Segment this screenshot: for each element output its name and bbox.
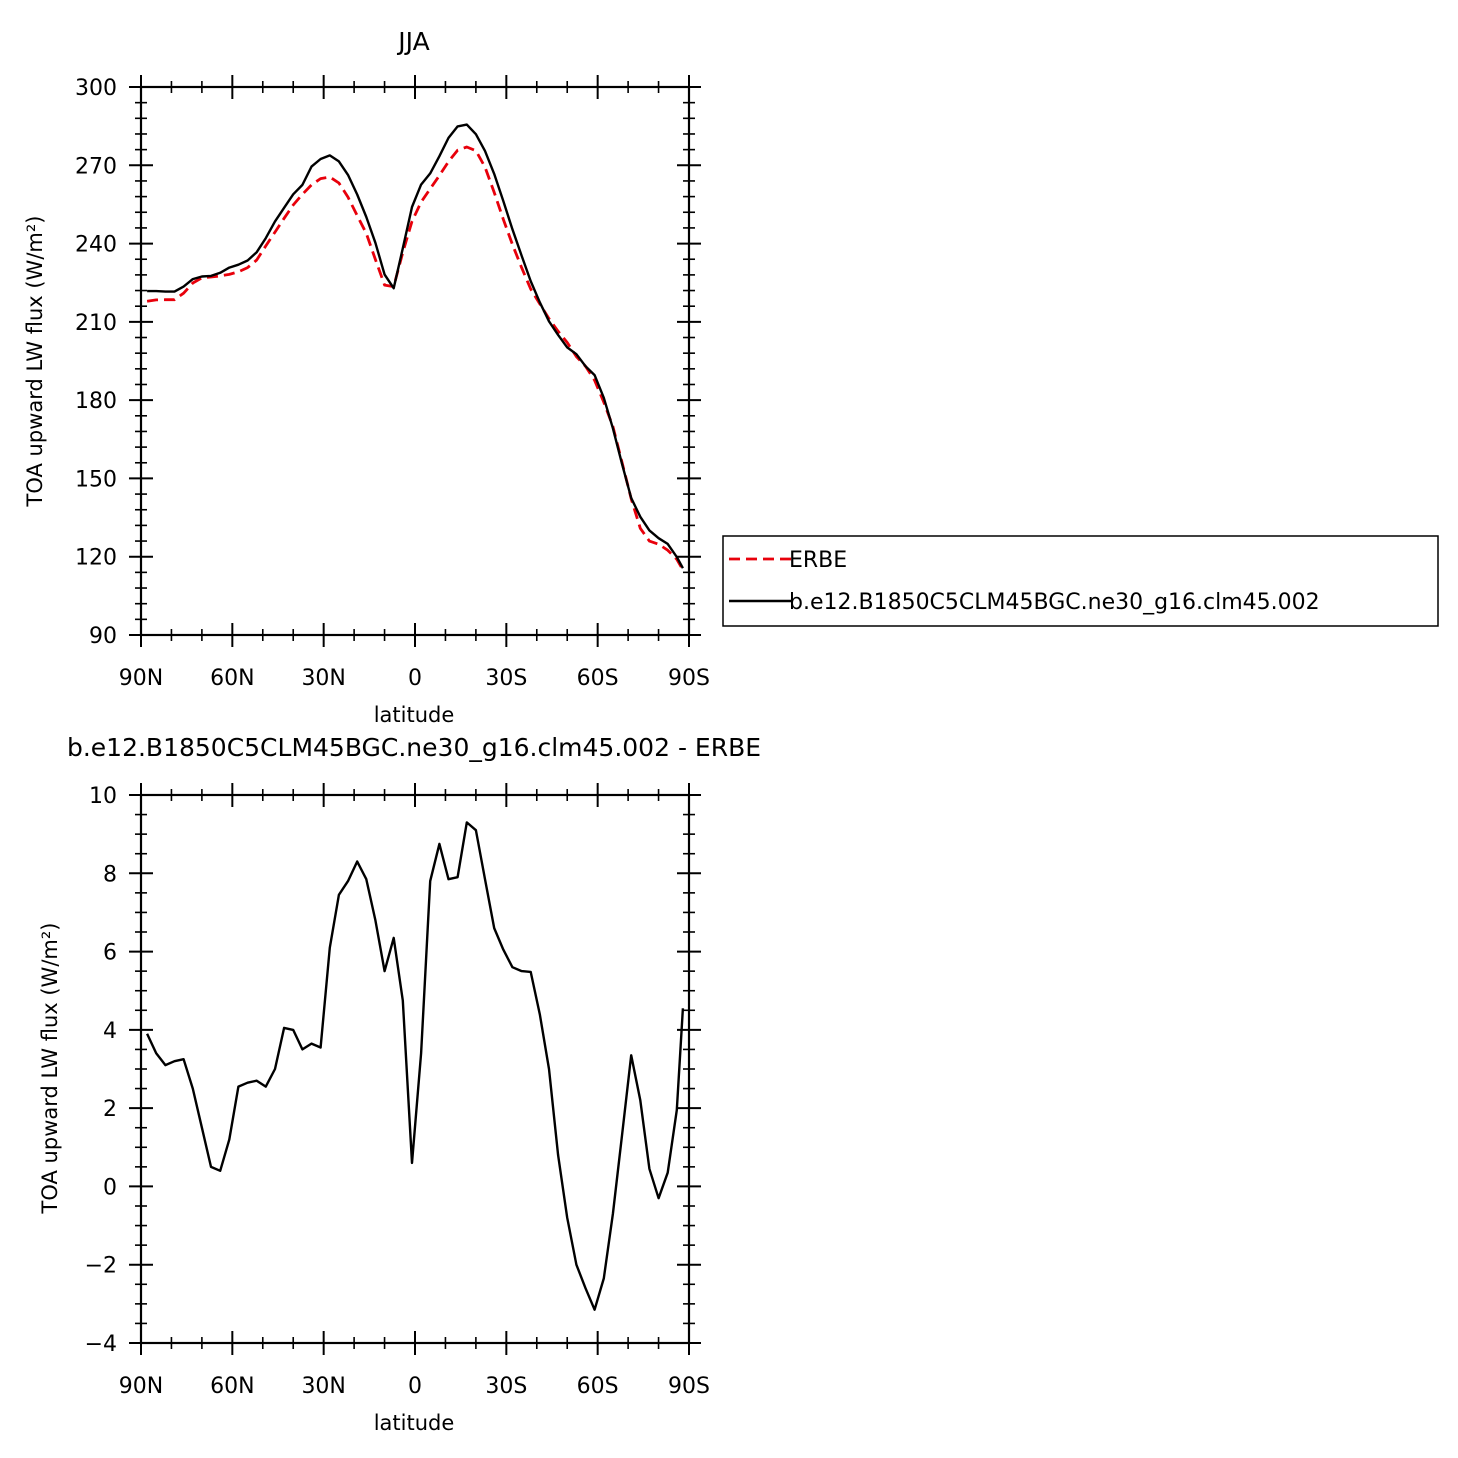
- bottom-x-tick-label: 30N: [301, 1374, 345, 1399]
- bottom-x-tick-label: 60N: [210, 1374, 254, 1399]
- legend-label-model: b.e12.B1850C5CLM45BGC.ne30_g16.clm45.002: [789, 590, 1320, 615]
- top-series-line-0: [146, 145, 685, 571]
- bottom-plot-area: 90N 60N 30N 0 30S 60S 90S −4 −2 0 2 4 6 8 10: [85, 783, 710, 1399]
- top-y-tick-label: 180: [75, 389, 117, 414]
- top-x-tick-label: 90S: [668, 666, 710, 691]
- top-series-line-1: [147, 123, 684, 569]
- top-y-tick-label: 210: [75, 311, 117, 336]
- bottom-y-tick-label: 6: [103, 941, 117, 966]
- top-x-tick-label: 90N: [119, 666, 163, 691]
- top-x-tick-label: 30N: [301, 666, 345, 691]
- top-x-tick-label: 60N: [210, 666, 254, 691]
- bottom-y-tick-label: 4: [103, 1019, 117, 1044]
- bottom-panel: b.e12.B1850C5CLM45BGC.ne30_g16.clm45.002…: [38, 733, 761, 1435]
- top-x-axis-label: latitude: [374, 703, 455, 727]
- top-y-tick-label: 120: [75, 546, 117, 571]
- legend-label-erbe: ERBE: [789, 548, 847, 573]
- top-y-tick-label: 240: [75, 233, 117, 258]
- bottom-y-tick-label: 0: [103, 1175, 117, 1200]
- top-y-tick-label: 300: [75, 76, 117, 101]
- bottom-x-axis-label: latitude: [374, 1411, 455, 1435]
- top-x-tick-label: 0: [408, 666, 422, 691]
- bottom-y-tick-label: 10: [89, 784, 117, 809]
- bottom-chart-title: b.e12.B1850C5CLM45BGC.ne30_g16.clm45.002…: [67, 733, 761, 762]
- bottom-x-tick-label: 60S: [577, 1374, 619, 1399]
- top-y-tick-label: 90: [89, 624, 117, 649]
- legend-box: [722, 535, 1439, 627]
- bottom-x-tick-label: 0: [408, 1374, 422, 1399]
- bottom-y-tick-label: −4: [85, 1332, 117, 1357]
- bottom-y-tick-label: 8: [103, 862, 117, 887]
- legend: ERBE b.e12.B1850C5CLM45BGC.ne30_g16.clm4…: [722, 535, 1439, 627]
- top-y-tick-label: 270: [75, 154, 117, 179]
- top-panel: JJA 90N 60N 30N 0 30S 60S 90S 90 120 150 180 210 240…: [23, 27, 710, 727]
- bottom-series-line-0: [146, 821, 685, 1311]
- top-x-tick-label: 30S: [485, 666, 527, 691]
- bottom-x-tick-label: 90S: [668, 1374, 710, 1399]
- bottom-y-tick-label: −2: [85, 1254, 117, 1279]
- bottom-y-axis-label: TOA upward LW flux (W/m²): [38, 923, 62, 1215]
- bottom-x-tick-label: 30S: [485, 1374, 527, 1399]
- bottom-x-tick-label: 90N: [119, 1374, 163, 1399]
- top-plot-area: 90N 60N 30N 0 30S 60S 90S 90 120 150 180 210 240 270 3…: [75, 75, 710, 691]
- bottom-y-tick-label: 2: [103, 1097, 117, 1122]
- top-chart-title: JJA: [396, 27, 429, 56]
- top-x-tick-label: 60S: [577, 666, 619, 691]
- top-y-axis-label: TOA upward LW flux (W/m²): [23, 216, 47, 508]
- top-plot-frame: [139, 85, 691, 637]
- top-y-tick-label: 150: [75, 467, 117, 492]
